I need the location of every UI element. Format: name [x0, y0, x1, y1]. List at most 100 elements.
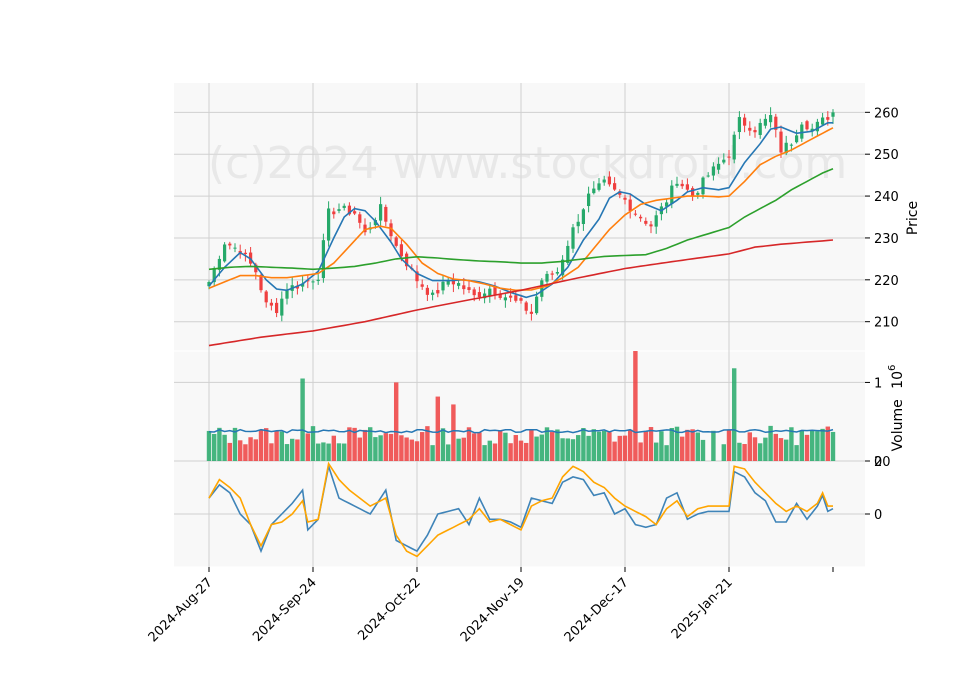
- candle-body: [534, 296, 539, 314]
- candle-body: [311, 281, 315, 283]
- volume-bar: [248, 437, 253, 461]
- volume-bar: [773, 433, 779, 461]
- candle-body: [222, 244, 227, 262]
- volume-bar: [383, 433, 389, 461]
- volume-bar: [513, 435, 519, 461]
- price-tick-label: 240: [874, 190, 899, 205]
- candle-body: [295, 285, 300, 289]
- candle-body: [680, 183, 684, 187]
- volume-bar: [435, 396, 441, 461]
- candle-body: [550, 273, 554, 275]
- candle-body: [607, 176, 612, 185]
- volume-moving-average: [208, 428, 834, 434]
- volume-bar: [211, 433, 217, 461]
- price-tick-label: 260: [874, 106, 899, 121]
- volume-bar: [549, 432, 555, 461]
- volume-tick-label: 1: [874, 376, 882, 391]
- volume-bar: [794, 445, 799, 461]
- candle-body: [243, 252, 248, 254]
- candle-body: [259, 275, 263, 291]
- volume-bar: [523, 442, 529, 461]
- volume-bar: [461, 437, 467, 461]
- volume-bar: [466, 427, 472, 461]
- volume-bar: [638, 442, 643, 461]
- candle-body: [493, 287, 497, 295]
- volume-bar: [586, 435, 591, 461]
- volume-bar: [253, 439, 259, 461]
- volume-bar: [752, 437, 758, 461]
- moving-average-ma_long: [208, 168, 834, 271]
- candle-body: [555, 271, 560, 274]
- candle-body: [576, 221, 580, 227]
- volume-bar: [570, 439, 576, 461]
- volume-bar: [347, 427, 352, 461]
- volume-bar: [690, 429, 695, 461]
- volume-bar: [596, 431, 602, 461]
- volume-bar: [768, 425, 773, 461]
- candle-body: [503, 297, 508, 301]
- price-tick-label: 250: [874, 148, 899, 163]
- volume-bar: [279, 431, 285, 461]
- oscillator-tick-label: 20: [874, 455, 891, 470]
- volume-bar: [388, 433, 394, 461]
- candle-body: [670, 185, 674, 205]
- volume-bar: [627, 429, 633, 461]
- oscillator-line-osc_slow: [208, 461, 833, 558]
- candle-body: [545, 273, 549, 282]
- volume-bar: [674, 426, 680, 461]
- price-panel: 210 220 230 240 250 260: [207, 106, 899, 347]
- volume-bar: [809, 430, 815, 461]
- volume-bar: [679, 436, 685, 461]
- volume-panel: 01: [206, 351, 882, 470]
- volume-bar: [321, 442, 326, 461]
- candle-body: [748, 127, 752, 131]
- candle-body: [358, 214, 362, 223]
- volume-bar: [243, 444, 248, 461]
- volume-bar: [258, 429, 264, 461]
- candle-body: [399, 244, 404, 257]
- volume-bar: [529, 430, 534, 461]
- candle-body: [456, 283, 461, 286]
- volume-bar: [622, 435, 628, 461]
- candle-body: [654, 215, 658, 227]
- candle-body: [763, 118, 768, 126]
- candle-body: [618, 191, 622, 195]
- x-tick-label: 2025-Jan-21: [669, 575, 736, 642]
- candle-body: [228, 243, 232, 246]
- candle-body: [529, 311, 534, 314]
- candle-body: [820, 117, 825, 125]
- candle-body: [602, 179, 606, 183]
- volume-bar: [830, 431, 836, 461]
- candle-body: [727, 156, 731, 158]
- x-axis: 2024-Aug-27 2024-Sep-24 2024-Oct-22 2024-No…: [146, 567, 834, 645]
- volume-bar: [477, 432, 482, 461]
- volume-bar: [555, 429, 560, 461]
- volume-bar: [508, 443, 513, 461]
- price-tick-label: 230: [874, 232, 899, 247]
- volume-bar: [237, 440, 243, 461]
- volume-bar: [669, 427, 675, 461]
- volume-bar: [799, 431, 805, 461]
- volume-bar: [284, 444, 290, 461]
- volume-bar: [399, 435, 404, 461]
- volume-bar: [581, 428, 586, 461]
- candle-body: [264, 291, 268, 303]
- candle-body: [254, 264, 258, 273]
- volume-bar: [820, 428, 825, 461]
- volume-bar: [315, 443, 321, 461]
- volume-bar: [367, 427, 373, 461]
- volume-scale-label: 106: [887, 365, 906, 389]
- candle-body: [581, 209, 586, 225]
- candle-body: [280, 298, 284, 316]
- volume-bar: [612, 441, 617, 461]
- x-tick-label: 2024-Dec-17: [562, 575, 632, 645]
- volume-bar: [341, 443, 347, 461]
- candle-body: [326, 208, 331, 241]
- candle-body: [732, 134, 736, 160]
- candle-body: [815, 121, 820, 132]
- x-tick-label: 2024-Nov-19: [458, 575, 528, 645]
- oscillator-panel: 020: [208, 455, 891, 558]
- candle-body: [737, 117, 742, 133]
- volume-bar: [414, 441, 420, 461]
- volume-bar: [378, 435, 383, 461]
